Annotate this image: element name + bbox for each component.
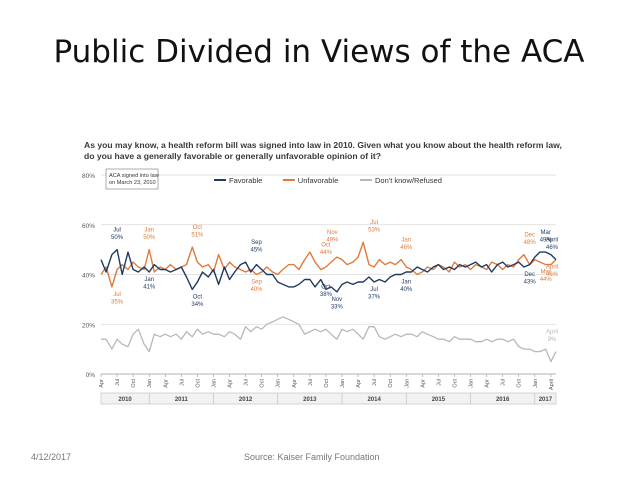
x-tick-label: Jan: [276, 379, 282, 388]
slide-title: Public Divided in Views of the ACA: [53, 34, 585, 70]
data-label: Jul 37%: [368, 287, 381, 301]
data-label: April 46%: [546, 265, 559, 279]
x-tick-label: Oct: [388, 379, 394, 388]
year-label: 2016: [496, 397, 510, 403]
data-label: Sep 45%: [251, 240, 264, 254]
data-label: Mar 49%: [540, 230, 553, 244]
year-label: 2010: [118, 397, 132, 403]
chart-question: As you may know, a health reform bill wa…: [84, 140, 562, 161]
slide-date: 4/12/2017: [31, 452, 72, 462]
x-tick-label: Oct: [324, 379, 330, 388]
x-tick-label: Jul: [115, 379, 121, 386]
legend-label: Favorable: [229, 176, 262, 185]
x-tick-label: Apr: [356, 379, 362, 388]
data-label: Jul 35%: [111, 292, 124, 306]
x-tick-label: Jan: [211, 379, 217, 388]
x-tick-label: Jan: [340, 379, 346, 388]
x-tick-label: Apr: [99, 379, 105, 388]
x-tick-label: Jan: [404, 379, 410, 388]
y-tick-label: 40%: [82, 273, 95, 280]
data-label: Dec 48%: [524, 233, 537, 247]
data-label: Jul 50%: [111, 228, 124, 242]
x-tick-label: Jul: [501, 379, 507, 386]
data-label: Jan 40%: [400, 280, 413, 294]
data-label: Jan 46%: [400, 238, 413, 252]
data-label: Jul 53%: [368, 220, 381, 234]
data-label: Nov 33%: [331, 297, 344, 311]
y-tick-label: 80%: [82, 173, 95, 180]
x-tick-label: Oct: [517, 379, 523, 388]
data-label: Dec 43%: [524, 272, 537, 286]
year-band: [100, 392, 557, 405]
x-tick-label: Jul: [436, 379, 442, 386]
data-label: Sep 40%: [251, 280, 264, 294]
data-label: Oct 38%: [320, 284, 333, 298]
x-tick-label: Apr: [292, 379, 298, 388]
data-annotations: Jul 50% Jul 35% Jan 50% Jan 41% Oct 51% Oct 34% Sep 4…: [111, 220, 559, 343]
year-label: 2011: [175, 397, 189, 403]
series-line-dontknow: [101, 316, 557, 363]
data-label: Mar 44%: [540, 270, 553, 284]
data-label: Jan 41%: [143, 277, 156, 291]
x-tick-label: Oct: [452, 379, 458, 388]
year-label: 2014: [367, 397, 381, 403]
data-label: Nov 49%: [326, 230, 339, 244]
y-tick-label: 20%: [82, 322, 95, 329]
x-axis: Apr Jul Oct Jan Apr Jul Oct Jan Apr Jul Oct Jan Apr J…: [99, 374, 557, 405]
x-tick-label: Jul: [179, 379, 185, 386]
data-label: April 9%: [546, 330, 558, 344]
x-tick-label: Apr: [485, 379, 491, 388]
x-tick-label: Jan: [469, 379, 475, 388]
x-tick-label: Jan: [147, 379, 153, 388]
data-label: Jan 50%: [143, 228, 156, 242]
x-tick-label: Oct: [260, 379, 266, 388]
y-tick-label: 60%: [82, 223, 95, 230]
x-tick-label: Jan: [533, 379, 539, 388]
x-tick-label: Oct: [131, 379, 137, 388]
aca-signed-annotation: ACA signed into law on March 23, 2010: [105, 168, 160, 190]
source-note: Source: Kaiser Family Foundation: [244, 452, 380, 462]
data-label: April 46%: [546, 238, 559, 252]
x-tick-label: Apr: [228, 379, 234, 388]
x-tick-label: Apr: [163, 379, 169, 388]
x-tick-label: Jul: [244, 379, 250, 386]
x-tick-label: Jul: [372, 379, 378, 386]
year-label: 2012: [239, 397, 253, 403]
series-line-unfavorable: [100, 241, 557, 288]
x-tick-label: Apr: [420, 379, 426, 388]
data-label: Oct 51%: [191, 225, 204, 239]
year-label: 2013: [303, 397, 317, 403]
annotation-box: [105, 168, 159, 190]
series-line-favorable: [100, 248, 557, 293]
y-tick-labels: 0% 20% 40% 60% 80%: [82, 173, 95, 379]
annotation-box-text: ACA signed into law on March 23, 2010: [109, 173, 160, 186]
legend: Favorable Unfavorable Don't know/Refused: [214, 176, 442, 185]
x-tick-label: Jul: [308, 379, 314, 386]
series-lines: [100, 241, 557, 363]
gridlines: [101, 174, 556, 375]
x-tick-label: Oct: [195, 379, 201, 388]
legend-label: Don't know/Refused: [375, 176, 442, 185]
legend-label: Unfavorable: [298, 176, 338, 185]
data-label: Oct 34%: [191, 294, 204, 308]
data-label: Oct 44%: [320, 243, 333, 256]
y-tick-label: 0%: [86, 372, 96, 379]
year-label: 2015: [432, 397, 446, 403]
x-tick-label: April: [549, 379, 555, 390]
year-label: 2017: [539, 397, 553, 403]
